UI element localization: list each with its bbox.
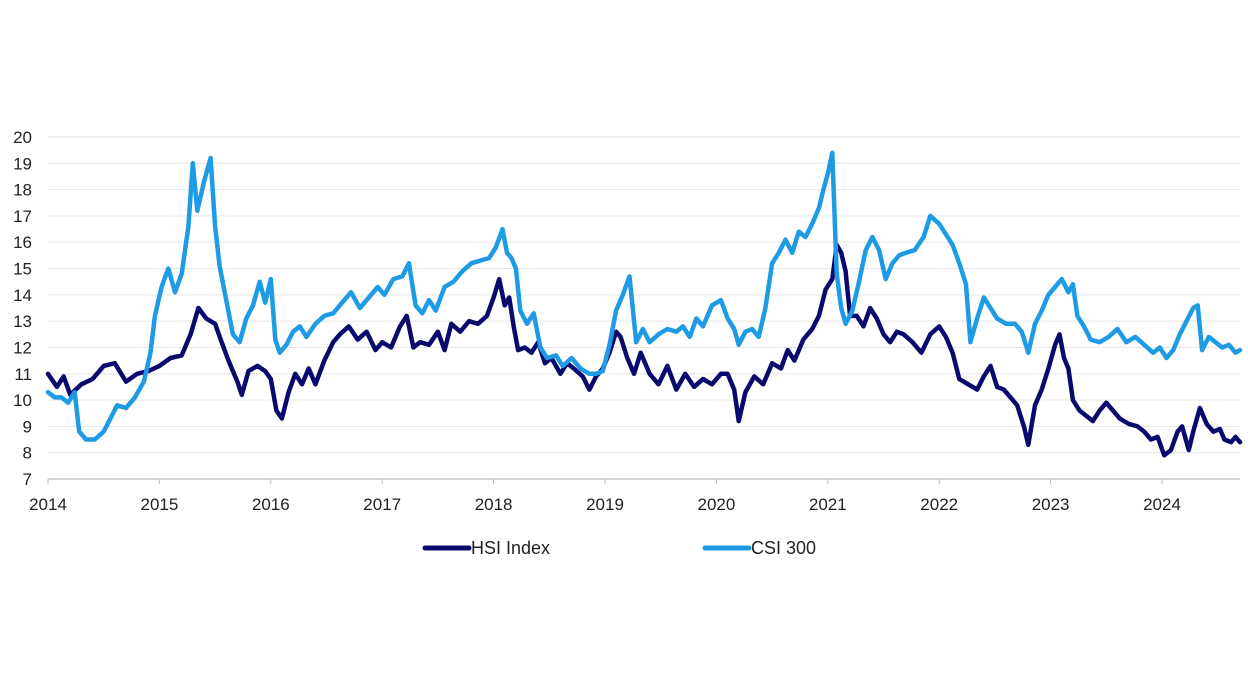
x-tick-label: 2018 xyxy=(475,495,513,514)
x-tick-label: 2016 xyxy=(252,495,290,514)
y-tick-label: 18 xyxy=(13,181,32,200)
y-tick-label: 14 xyxy=(13,286,32,305)
y-tick-label: 19 xyxy=(13,154,32,173)
legend-label: CSI 300 xyxy=(751,538,816,558)
x-tick-label: 2022 xyxy=(920,495,958,514)
x-tick-label: 2020 xyxy=(697,495,735,514)
y-tick-label: 17 xyxy=(13,207,32,226)
x-tick-label: 2019 xyxy=(586,495,624,514)
axes: 7 8 9 10 11 12 13 14 15 16 17 18 19 20 2014 2015 2016 201… xyxy=(13,128,1240,514)
x-tick-label: 2023 xyxy=(1032,495,1070,514)
series-line-hsi-index xyxy=(45,242,1243,458)
y-tick-label: 8 xyxy=(23,444,32,463)
x-tick-label: 2015 xyxy=(140,495,178,514)
y-tick-label: 16 xyxy=(13,233,32,252)
legend: HSI Index CSI 300 xyxy=(422,538,816,558)
y-tick-label: 7 xyxy=(23,470,32,489)
y-tick-label: 13 xyxy=(13,312,32,331)
y-tick-label: 15 xyxy=(13,260,32,279)
y-tick-label: 9 xyxy=(23,417,32,436)
x-tick-label: 2021 xyxy=(809,495,847,514)
y-tick-label: 12 xyxy=(13,338,32,357)
series-lines xyxy=(45,150,1243,458)
y-tick-label: 20 xyxy=(13,128,32,147)
y-tick-label: 10 xyxy=(13,391,32,410)
y-tick-label: 11 xyxy=(14,365,32,384)
series-line-csi-300 xyxy=(45,150,1243,442)
x-tick-label: 2017 xyxy=(363,495,401,514)
gridlines xyxy=(48,136,1240,480)
x-tick-label: 2014 xyxy=(29,495,67,514)
x-tick-label: 2024 xyxy=(1143,495,1181,514)
legend-label: HSI Index xyxy=(471,538,550,558)
